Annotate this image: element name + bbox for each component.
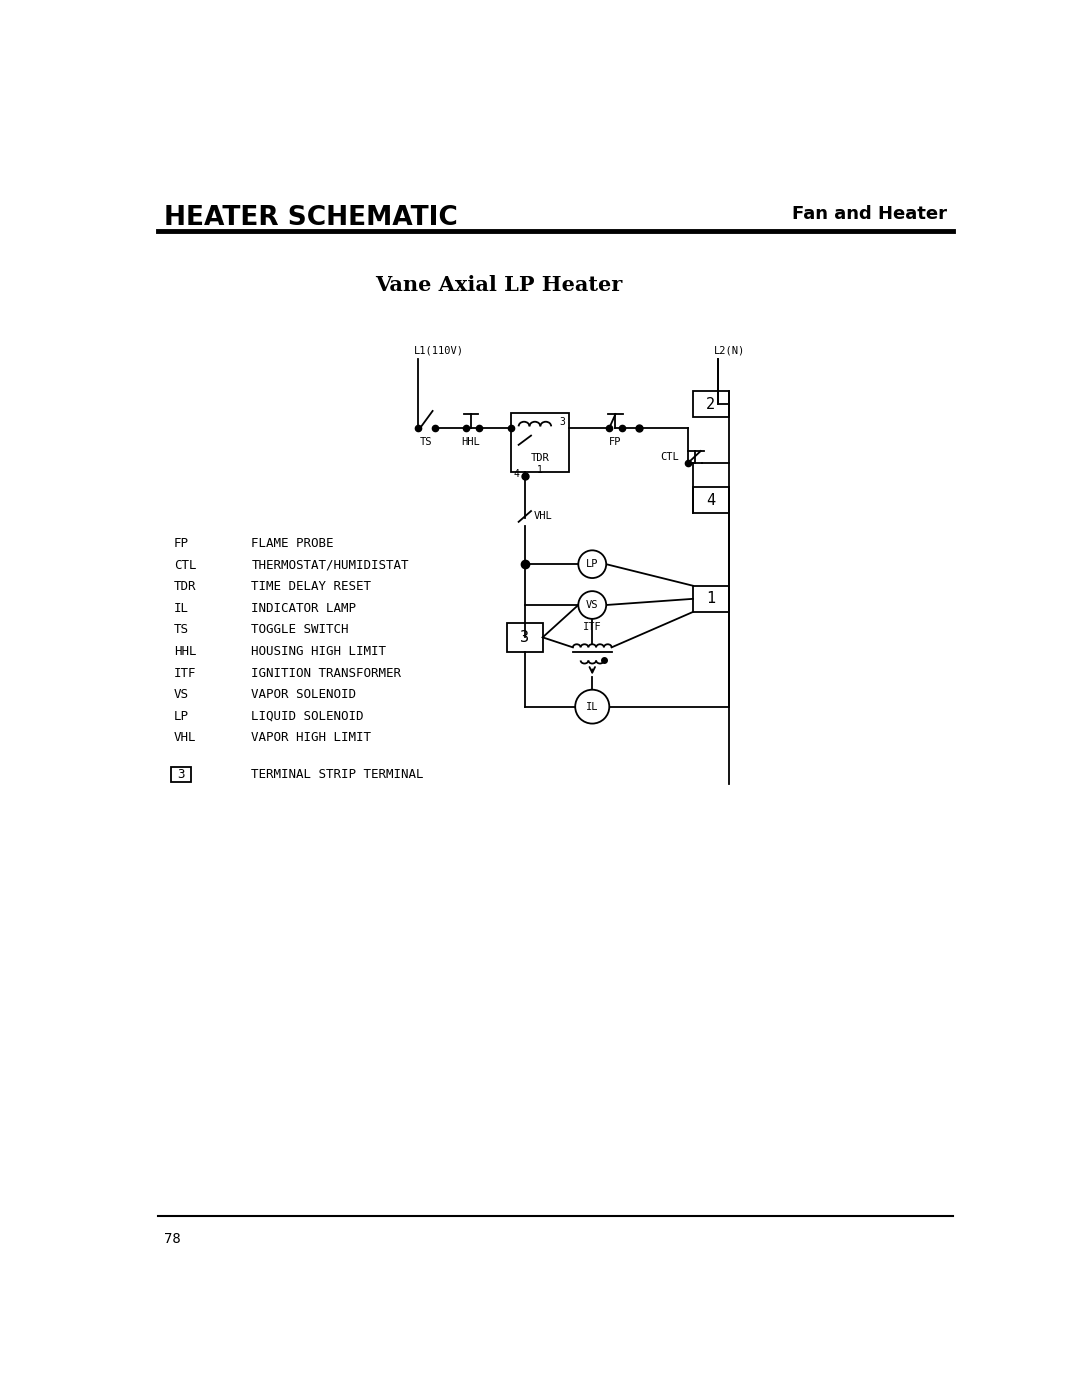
Bar	[507, 623, 542, 652]
Bar	[171, 767, 191, 782]
Bar	[693, 585, 729, 612]
Text: LP: LP	[174, 710, 189, 722]
Text: TDR: TDR	[530, 453, 550, 462]
Text: CTL: CTL	[660, 453, 679, 462]
Text: TS: TS	[419, 437, 432, 447]
Text: HOUSING HIGH LIMIT: HOUSING HIGH LIMIT	[252, 645, 387, 658]
Text: VHL: VHL	[535, 511, 553, 521]
Text: INDICATOR LAMP: INDICATOR LAMP	[252, 602, 356, 615]
Circle shape	[578, 591, 606, 619]
Text: VAPOR HIGH LIMIT: VAPOR HIGH LIMIT	[252, 731, 372, 745]
Text: TERMINAL STRIP TERMINAL: TERMINAL STRIP TERMINAL	[252, 768, 423, 781]
Text: 78: 78	[164, 1232, 181, 1246]
Text: LIQUID SOLENOID: LIQUID SOLENOID	[252, 710, 364, 722]
Text: ITF: ITF	[583, 622, 602, 631]
Text: 1: 1	[537, 465, 543, 475]
Text: Fan and Heater: Fan and Heater	[793, 204, 947, 222]
Text: FLAME PROBE: FLAME PROBE	[252, 538, 334, 550]
Text: 4: 4	[513, 469, 519, 479]
Text: 4: 4	[706, 493, 715, 507]
Text: 3: 3	[521, 630, 529, 645]
Bar	[693, 488, 729, 513]
Bar	[693, 391, 729, 418]
Text: Vane Axial LP Heater: Vane Axial LP Heater	[375, 275, 622, 295]
Text: VS: VS	[174, 689, 189, 701]
Text: L2(N): L2(N)	[714, 345, 745, 355]
Text: IGNITION TRANSFORMER: IGNITION TRANSFORMER	[252, 666, 402, 679]
Text: CTL: CTL	[174, 559, 197, 571]
Text: ITF: ITF	[174, 666, 197, 679]
Bar	[511, 412, 569, 472]
Text: TDR: TDR	[174, 580, 197, 594]
Text: 2: 2	[706, 397, 715, 412]
Text: IL: IL	[174, 602, 189, 615]
Text: VS: VS	[586, 599, 598, 610]
Text: L1(110V): L1(110V)	[414, 345, 464, 355]
Text: VAPOR SOLENOID: VAPOR SOLENOID	[252, 689, 356, 701]
Text: FP: FP	[174, 538, 189, 550]
Text: TIME DELAY RESET: TIME DELAY RESET	[252, 580, 372, 594]
Text: 3: 3	[559, 418, 565, 427]
Text: FP: FP	[609, 437, 622, 447]
Text: HHL: HHL	[461, 437, 480, 447]
Circle shape	[576, 690, 609, 724]
Text: HHL: HHL	[174, 645, 197, 658]
Text: THERMOSTAT/HUMIDISTAT: THERMOSTAT/HUMIDISTAT	[252, 559, 408, 571]
Circle shape	[578, 550, 606, 578]
Text: IL: IL	[586, 701, 598, 711]
Text: VHL: VHL	[174, 731, 197, 745]
Text: 3: 3	[177, 768, 185, 781]
Text: TS: TS	[174, 623, 189, 637]
Text: TOGGLE SWITCH: TOGGLE SWITCH	[252, 623, 349, 637]
Text: HEATER SCHEMATIC: HEATER SCHEMATIC	[164, 204, 458, 231]
Text: 1: 1	[706, 591, 715, 606]
Text: LP: LP	[586, 559, 598, 569]
